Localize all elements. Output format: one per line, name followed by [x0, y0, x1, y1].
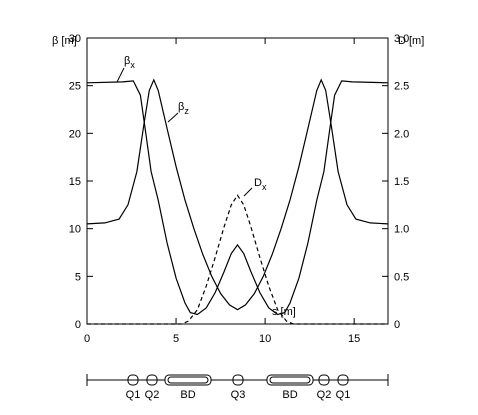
- y2-tick-label: 0: [394, 319, 400, 331]
- series-label: Dx: [254, 177, 267, 192]
- series-label-sub: z: [184, 106, 189, 116]
- series-label-symbol: β: [178, 101, 184, 113]
- y2-tick-label: 1.0: [394, 224, 409, 236]
- series-line: [87, 194, 388, 325]
- y-tick-label: 30: [69, 33, 81, 45]
- x-tick-label: 15: [348, 333, 360, 345]
- series-label-sub: x: [262, 182, 267, 192]
- x-axis-label: s [m]: [272, 306, 296, 318]
- y2-tick-label: 2.5: [394, 81, 409, 93]
- lattice-element-inner: [269, 376, 311, 384]
- y-tick-label: 15: [69, 176, 81, 188]
- x-tick-label: 10: [259, 333, 271, 345]
- y2-tick-label: 3.0: [394, 33, 409, 45]
- leader-line: [116, 67, 125, 83]
- y2-tick-label: 2.0: [394, 128, 409, 140]
- series-label: βz: [178, 101, 189, 116]
- leader-line: [243, 187, 253, 197]
- y-tick-label: 20: [69, 128, 81, 140]
- lattice-element-inner: [167, 376, 209, 384]
- lattice-label: Q2: [145, 389, 160, 401]
- lattice-label: BD: [180, 389, 195, 401]
- y-tick-label: 25: [69, 81, 81, 93]
- y2-tick-label: 1.5: [394, 176, 409, 188]
- x-tick-label: 0: [84, 333, 90, 345]
- lattice-label: Q2: [317, 389, 332, 401]
- leader-line: [167, 112, 179, 123]
- lattice-label: Q1: [126, 389, 141, 401]
- x-tick-label: 5: [173, 333, 179, 345]
- series-label-sub: x: [130, 60, 135, 70]
- series-label: βx: [124, 55, 135, 70]
- lattice-label: Q3: [231, 389, 246, 401]
- series-label-symbol: D: [254, 177, 262, 189]
- series-line: [86, 80, 389, 316]
- series-line: [86, 78, 389, 311]
- series-label-symbol: β: [124, 55, 130, 67]
- y-tick-label: 5: [75, 271, 81, 283]
- lattice-label: BD: [282, 389, 297, 401]
- y2-axis-label: D [m]: [398, 35, 424, 47]
- y-tick-label: 10: [69, 224, 81, 236]
- y2-tick-label: 0.5: [394, 271, 409, 283]
- y-axis-label: β [m]: [52, 35, 77, 47]
- lattice-label: Q1: [336, 389, 351, 401]
- y-tick-label: 0: [75, 319, 81, 331]
